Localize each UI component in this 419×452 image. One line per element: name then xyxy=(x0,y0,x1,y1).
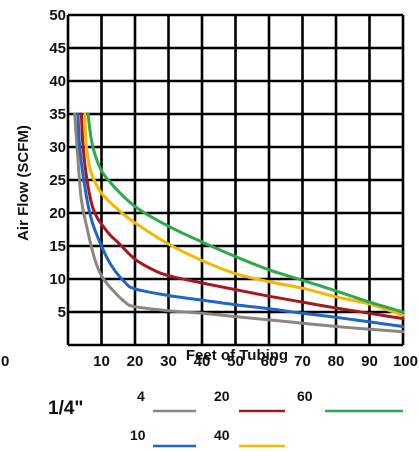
y-tick-label: 50 xyxy=(49,7,66,24)
y-tick-label: 20 xyxy=(49,205,66,222)
y-tick-label: 40 xyxy=(49,73,66,90)
y-tick-label: 35 xyxy=(49,106,66,123)
x-tick-label: 10 xyxy=(93,353,110,370)
legend-title: 1/4" xyxy=(48,398,83,419)
series-line-60 xyxy=(86,112,405,314)
legend-label-10: 10 xyxy=(130,427,146,443)
x-tick-labels: 0 10 20 30 40 50 60 70 80 90 100 xyxy=(1,353,418,370)
x-tick-label: 40 xyxy=(194,353,211,370)
x-tick-label: 30 xyxy=(160,353,177,370)
x-axis-label: Feet of Tubing xyxy=(186,347,288,364)
legend-label-20: 20 xyxy=(214,388,230,404)
x-tick-label: 70 xyxy=(294,353,311,370)
y-tick-label: 10 xyxy=(49,271,66,288)
y-tick-label: 5 xyxy=(58,304,66,321)
y-tick-label: 30 xyxy=(49,139,66,156)
legend-label-4: 4 xyxy=(137,388,145,404)
series-line-20 xyxy=(79,112,405,321)
x-tick-label: 100 xyxy=(393,353,418,370)
x-tick-label: 60 xyxy=(261,353,278,370)
legend-label-40: 40 xyxy=(214,427,230,443)
x-tick-label: 80 xyxy=(328,353,345,370)
series-lines xyxy=(73,112,405,334)
y-tick-label: 15 xyxy=(49,238,66,255)
legend-label-60: 60 xyxy=(297,388,313,404)
series-line-4 xyxy=(73,112,405,334)
legend: 1/4" 4 10 20 40 60 xyxy=(48,388,403,448)
series-line-10 xyxy=(76,112,405,328)
y-tick-label: 25 xyxy=(49,172,66,189)
x-tick-label: 90 xyxy=(361,353,378,370)
y-tick-label: 45 xyxy=(49,40,66,57)
x-tick-label: 20 xyxy=(127,353,144,370)
x-tick-label: 50 xyxy=(227,353,244,370)
x-tick-label: 0 xyxy=(1,353,9,370)
grid xyxy=(66,13,405,347)
y-tick-labels: 5 10 15 20 25 30 35 40 45 50 xyxy=(49,7,66,321)
series-line-40 xyxy=(83,112,405,317)
y-axis-label: Air Flow (SCFM) xyxy=(15,125,32,241)
